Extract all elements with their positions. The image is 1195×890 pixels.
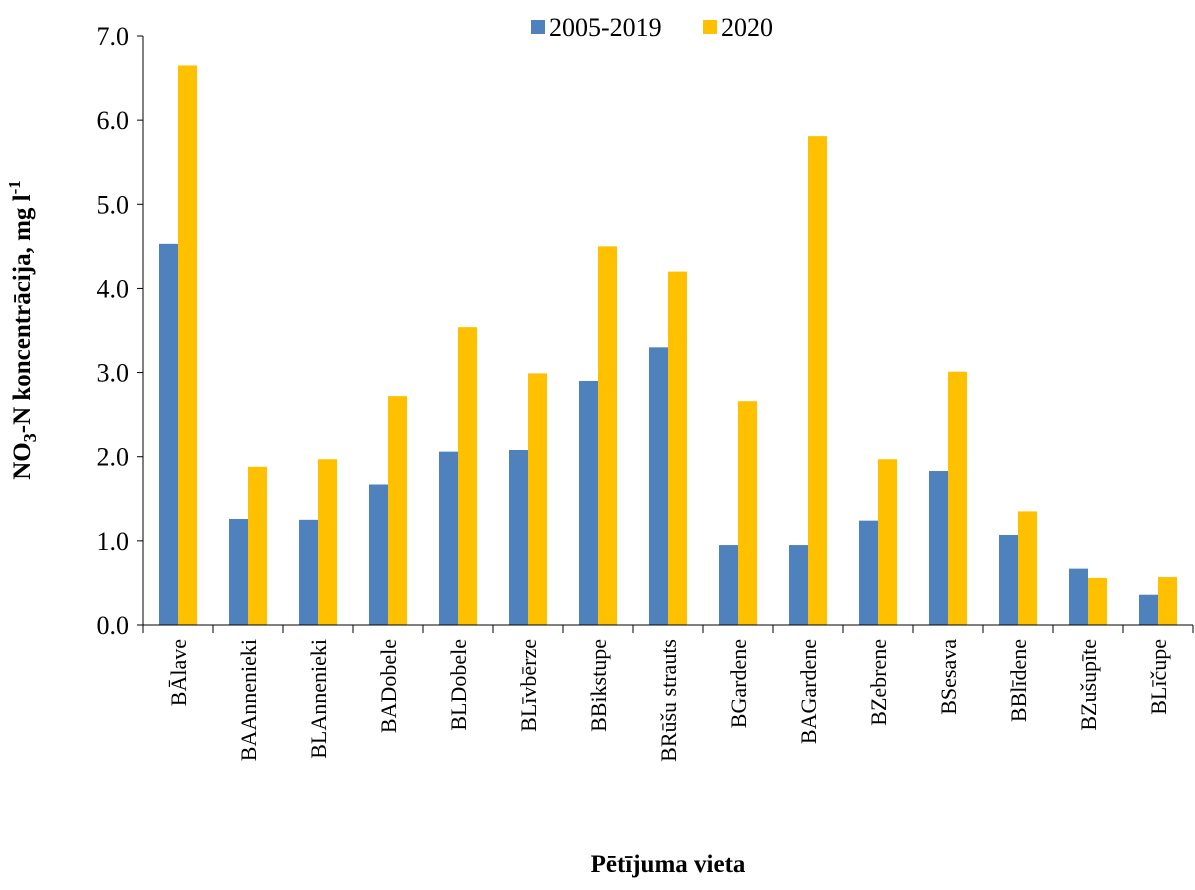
x-tick-label: BLīvbērze: [516, 639, 541, 732]
y-label-sub: 3: [20, 433, 40, 442]
bar: [929, 471, 948, 625]
y-label-sup: -1: [5, 180, 24, 194]
y-tick-label: 6.0: [97, 106, 130, 135]
bar: [579, 380, 598, 625]
x-tick-label: BADobele: [376, 639, 401, 733]
bar: [1018, 511, 1037, 625]
y-label-part: -N koncentrācija, mg l: [9, 194, 36, 433]
y-tick-label: 1.0: [97, 527, 130, 556]
x-tick-label: BSesava: [936, 639, 961, 715]
legend-label: 2020: [721, 13, 773, 42]
x-tick-label: BLAnnenieki: [306, 639, 331, 759]
bar: [439, 451, 458, 625]
x-axis-label: Pētījuma vieta: [591, 851, 746, 878]
bar: [299, 519, 318, 625]
y-tick-label: 2.0: [97, 443, 130, 472]
bar: [649, 347, 668, 625]
bar: [178, 65, 197, 625]
y-tick-label: 7.0: [97, 22, 130, 51]
bar: [229, 518, 248, 625]
x-tick-label: BGardene: [726, 639, 751, 728]
bar: [719, 545, 738, 625]
bar: [878, 459, 897, 625]
bar: [509, 449, 528, 625]
x-tick-label: BLDobele: [446, 639, 471, 731]
bar: [458, 327, 477, 625]
y-label-part: NO: [9, 442, 36, 480]
bar: [248, 466, 267, 625]
bar: [789, 545, 808, 625]
bar: [388, 396, 407, 625]
y-tick-label: 0.0: [97, 611, 130, 640]
legend-label: 2005-2019: [549, 13, 662, 42]
bar: [1069, 568, 1088, 625]
legend-swatch: [703, 20, 717, 34]
bar: [1139, 594, 1158, 625]
y-tick-label: 4.0: [97, 274, 130, 303]
y-tick-label: 5.0: [97, 190, 130, 219]
x-tick-label: BĀlave: [166, 639, 191, 706]
y-tick-label: 3.0: [97, 359, 130, 388]
bar: [738, 401, 757, 625]
bar: [859, 520, 878, 625]
x-tick-label: BAAnnenieki: [236, 639, 261, 761]
bar: [948, 371, 967, 625]
bar: [999, 534, 1018, 625]
bar: [318, 459, 337, 625]
bar: [159, 243, 178, 625]
bar: [668, 271, 687, 625]
bar: [598, 246, 617, 625]
legend-swatch: [531, 20, 545, 34]
x-tick-label: BRūšu strauts: [656, 639, 681, 762]
x-tick-label: BZušupīte: [1076, 639, 1101, 731]
y-axis-label: NO3-N koncentrācija, mg l-1: [5, 180, 40, 480]
x-tick-label: BZebrene: [866, 639, 891, 726]
x-tick-label: BBlīdene: [1006, 639, 1031, 722]
bar: [369, 484, 388, 625]
bar: [528, 373, 547, 625]
bar: [1088, 577, 1107, 625]
bar: [808, 136, 827, 625]
bar: [1158, 577, 1177, 625]
x-tick-label: BBikstupe: [586, 639, 611, 732]
x-tick-label: BAGardene: [796, 639, 821, 744]
x-tick-label: BLīčupe: [1146, 639, 1171, 715]
